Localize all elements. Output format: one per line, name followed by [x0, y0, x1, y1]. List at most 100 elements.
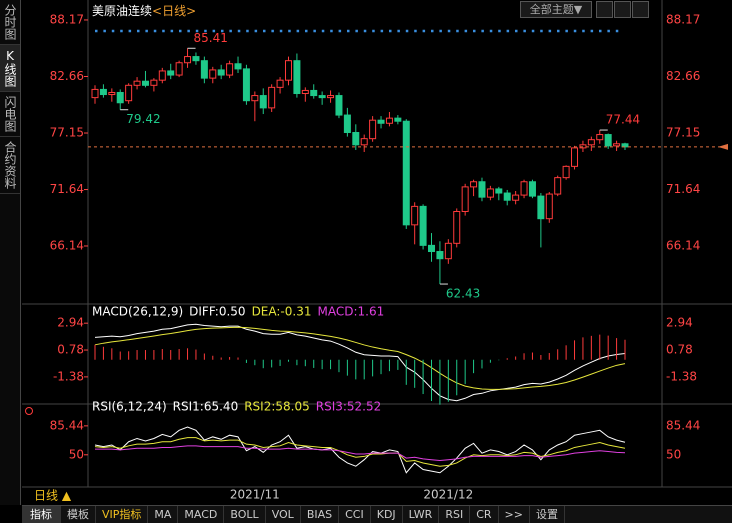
- candle-body: [150, 79, 158, 86]
- candle-body: [352, 132, 360, 146]
- candle-body: [520, 181, 528, 196]
- y-tick-label: 50: [69, 447, 84, 461]
- candle-body: [470, 181, 478, 188]
- indicator-line: [94, 437, 626, 467]
- x-tick-label: 2021/12: [423, 488, 473, 502]
- theme-button[interactable]: 全部主题▼: [520, 1, 592, 18]
- y-tick-label: 82.66: [666, 69, 700, 83]
- candle-body: [486, 188, 494, 198]
- candle-body: [108, 91, 116, 96]
- y-tick-label: -1.38: [53, 369, 84, 383]
- y-tick-label: 77.15: [666, 126, 700, 140]
- candle-body: [394, 117, 402, 122]
- y-tick-label: 2.94: [666, 316, 693, 330]
- indicator-tab[interactable]: 设置: [530, 506, 565, 523]
- candle-body: [562, 165, 570, 179]
- candle-body: [310, 89, 318, 97]
- indicator-tab[interactable]: LWR: [403, 506, 440, 523]
- candle-body: [385, 117, 393, 124]
- y-tick-label: 2.94: [57, 316, 84, 330]
- y-tick-label: 82.66: [50, 69, 84, 83]
- icon-button[interactable]: [614, 1, 631, 18]
- candle-body: [402, 120, 410, 226]
- header: 美原油连续<日线>: [92, 2, 196, 19]
- indicator-tab[interactable]: BOLL: [224, 506, 266, 523]
- indicator-tab[interactable]: VIP指标: [96, 506, 149, 523]
- y-tick-label: 50: [666, 447, 681, 461]
- candle-body: [436, 251, 444, 260]
- candle-body: [495, 188, 503, 194]
- candle-body: [369, 119, 377, 140]
- candle-body: [343, 114, 351, 134]
- candle-body: [284, 60, 292, 81]
- candle-body: [158, 70, 166, 81]
- chart: 日线 ▲ 66.14 66.14 71.64 71.64 77.15 77.15 82.66…: [22, 0, 732, 503]
- indicator-tab[interactable]: >>: [499, 506, 530, 523]
- sidebar: 分时图 K线图 闪电图 合约资料: [0, 0, 21, 505]
- candle-body: [411, 205, 419, 226]
- y-tick-label: 0.78: [57, 343, 84, 357]
- candle-body: [537, 195, 545, 220]
- sidebar-tab[interactable]: 闪电图: [0, 92, 20, 137]
- indicator-label: MACD(26,12,9): [92, 305, 183, 319]
- indicator-label: MACD:1.61: [317, 305, 384, 319]
- indicator-tab[interactable]: VOL: [266, 506, 301, 523]
- candle-body: [444, 242, 452, 260]
- candle-body: [301, 89, 309, 95]
- indicator-label: RSI3:52.52: [316, 400, 382, 414]
- y-tick-label: 0.78: [666, 343, 693, 357]
- candle-body: [377, 119, 385, 124]
- indicator-tab[interactable]: 指标: [22, 506, 61, 523]
- indicator-tab[interactable]: CCI: [339, 506, 371, 523]
- high-label: 77.44: [606, 113, 640, 127]
- candle-body: [512, 194, 520, 201]
- candle-body: [167, 70, 175, 76]
- y-tick-label: -1.38: [666, 369, 697, 383]
- indicator-tab[interactable]: MACD: [178, 506, 225, 523]
- y-tick-label: 71.64: [666, 182, 700, 196]
- candle-body: [209, 69, 217, 79]
- y-tick-label: 88.17: [666, 12, 700, 26]
- icon-button[interactable]: [596, 1, 613, 18]
- candle-body: [327, 95, 335, 99]
- indicator-tabs: 指标 模板 VIP指标 MA MACD BOLL VOL BIAS CCI KDJ LWR RSI CR…: [22, 505, 732, 523]
- sidebar-tab[interactable]: 合约资料: [0, 137, 20, 194]
- icon-button[interactable]: [632, 1, 649, 18]
- indicator-tab[interactable]: BIAS: [301, 506, 340, 523]
- candle-body: [613, 143, 621, 147]
- indicator-tab[interactable]: 模板: [61, 506, 96, 523]
- indicator-tab[interactable]: RSI: [439, 506, 471, 523]
- candle-body: [175, 62, 183, 76]
- candle-body: [503, 192, 511, 201]
- sidebar-tab[interactable]: 分时图: [0, 0, 20, 45]
- candle-body: [478, 181, 486, 198]
- y-tick-label: 71.64: [50, 182, 84, 196]
- candle-body: [184, 56, 192, 64]
- candle-body: [259, 95, 267, 109]
- indicator-tab[interactable]: MA: [148, 506, 179, 523]
- high-label: 85.41: [194, 31, 228, 45]
- indicator-label: RSI2:58.05: [244, 400, 310, 414]
- candle-body: [360, 138, 368, 146]
- y-tick-label: 66.14: [666, 238, 700, 252]
- current-price-marker: [718, 143, 728, 150]
- candle-body: [268, 86, 276, 109]
- candle-body: [596, 134, 604, 141]
- candle-body: [226, 63, 234, 76]
- candle-body: [579, 144, 587, 149]
- candle-body: [528, 181, 536, 197]
- candle-body: [192, 56, 200, 62]
- candle-body: [571, 147, 579, 167]
- candle-body: [99, 88, 107, 96]
- candle-body: [133, 80, 141, 86]
- indicator-tab[interactable]: KDJ: [371, 506, 403, 523]
- candle-body: [428, 244, 436, 253]
- indicator-tab[interactable]: CR: [470, 506, 499, 523]
- indicator-label: DEA:-0.31: [252, 305, 312, 319]
- candle-body: [242, 68, 250, 102]
- candle-body: [293, 60, 301, 95]
- indicator-line: [94, 426, 626, 474]
- sidebar-tab[interactable]: K线图: [0, 45, 20, 92]
- candle-body: [554, 177, 562, 195]
